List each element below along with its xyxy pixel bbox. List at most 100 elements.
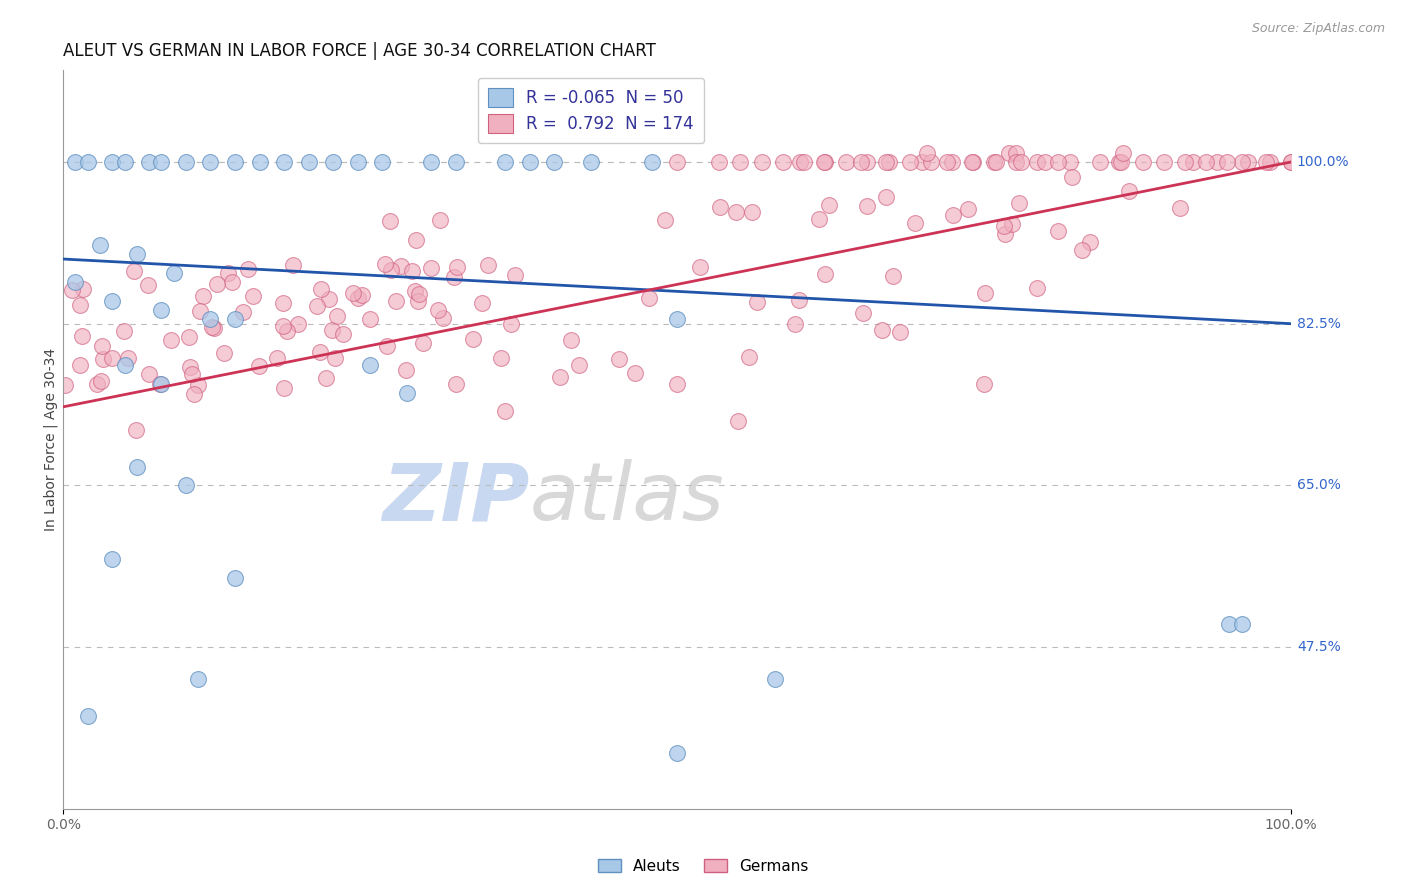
Point [174,478,197,492]
Point [974,285,997,300]
Point [727,414,749,428]
Point [177,330,200,344]
Point [494,155,516,169]
Point [973,376,995,391]
Point [911,155,934,169]
Point [426,303,449,318]
Point [76,155,98,169]
Point [501,317,523,331]
Point [101,293,124,308]
Point [266,351,288,365]
Point [471,296,494,310]
Point [321,323,343,337]
Point [117,351,139,365]
Point [962,155,984,169]
Point [69,298,91,312]
Text: 65.0%: 65.0% [1296,478,1341,492]
Point [181,367,204,381]
Point [205,277,228,291]
Text: ALEUT VS GERMAN IN LABOR FORCE | AGE 30-34 CORRELATION CHART: ALEUT VS GERMAN IN LABOR FORCE | AGE 30-… [63,42,657,60]
Point [741,205,763,219]
Point [53,378,76,392]
Point [420,260,443,275]
Point [725,205,748,219]
Point [325,351,347,365]
Point [149,377,172,392]
Point [477,258,499,272]
Point [1071,243,1094,257]
Point [371,155,394,169]
Point [90,374,112,388]
Point [72,282,94,296]
Point [1230,616,1253,631]
Point [1206,155,1229,169]
Point [1025,281,1047,295]
Point [560,333,582,347]
Point [1005,145,1028,160]
Point [997,145,1019,160]
Point [325,309,347,323]
Point [1008,195,1031,210]
Point [772,155,794,169]
Point [808,212,831,227]
Point [665,155,688,169]
Point [665,312,688,326]
Point [359,312,381,326]
Point [1132,155,1154,169]
Point [432,311,454,326]
Point [856,155,879,169]
Point [69,358,91,372]
Point [86,377,108,392]
Point [665,376,688,391]
Point [1112,145,1135,160]
Point [188,304,211,318]
Point [789,155,811,169]
Point [942,208,965,222]
Point [637,291,659,305]
Point [960,155,983,169]
Point [200,312,222,326]
Point [730,155,752,169]
Point [202,321,225,335]
Point [1279,155,1302,169]
Point [412,336,434,351]
Point [174,155,197,169]
Point [429,213,451,227]
Point [1216,155,1239,169]
Point [849,155,872,169]
Point [519,155,541,169]
Text: 82.5%: 82.5% [1296,317,1341,331]
Point [444,155,467,169]
Point [994,227,1017,242]
Point [993,219,1015,233]
Point [200,155,222,169]
Point [346,291,368,305]
Point [101,552,124,566]
Point [281,258,304,272]
Point [787,293,810,307]
Point [224,571,246,585]
Point [889,326,911,340]
Point [212,346,235,360]
Point [738,350,761,364]
Point [287,318,309,332]
Point [1279,155,1302,169]
Point [101,155,124,169]
Point [852,305,875,319]
Point [877,155,900,169]
Point [232,304,254,318]
Point [101,351,124,366]
Point [276,324,298,338]
Point [401,263,423,277]
Point [138,368,160,382]
Point [1004,155,1026,169]
Point [273,155,295,169]
Point [224,155,246,169]
Point [835,155,858,169]
Point [814,155,837,169]
Point [568,358,591,372]
Point [136,277,159,292]
Point [125,459,148,474]
Legend: Aleuts, Germans: Aleuts, Germans [592,853,814,880]
Text: ZIP: ZIP [382,459,530,537]
